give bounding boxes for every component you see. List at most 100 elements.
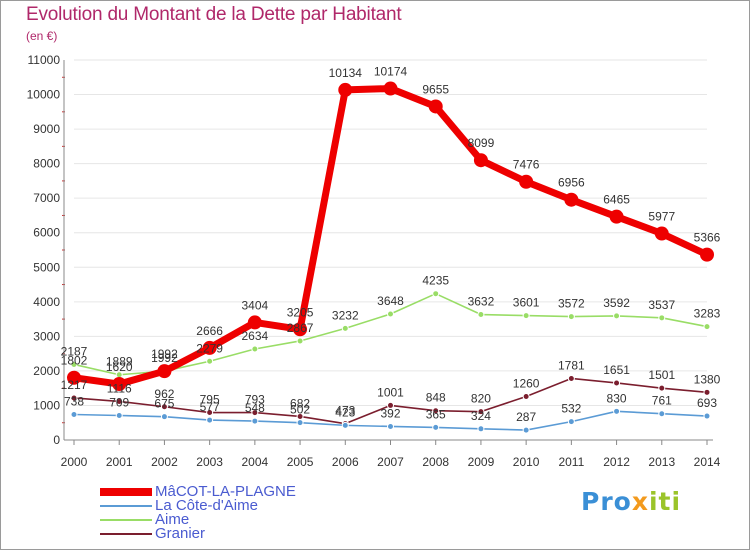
data-label: 795 xyxy=(200,393,220,407)
data-point xyxy=(432,423,440,431)
logo-part-2: x xyxy=(631,487,649,516)
data-point xyxy=(567,374,575,382)
data-label: 675 xyxy=(154,397,174,411)
data-point xyxy=(383,81,398,96)
x-tick-label: 2004 xyxy=(242,455,269,469)
data-label: 2279 xyxy=(196,341,223,355)
data-label: 548 xyxy=(245,401,265,415)
x-tick-label: 2000 xyxy=(61,455,88,469)
x-tick-label: 2011 xyxy=(558,455,584,469)
data-label: 3283 xyxy=(694,307,721,321)
data-label: 10134 xyxy=(329,66,363,80)
x-tick-label: 2002 xyxy=(151,455,178,469)
data-label: 365 xyxy=(426,407,446,421)
x-tick-label: 2007 xyxy=(377,455,404,469)
data-point xyxy=(206,357,214,365)
data-point xyxy=(341,421,349,429)
data-label: 502 xyxy=(290,403,310,417)
data-point xyxy=(654,226,669,241)
legend-swatch xyxy=(100,488,152,496)
data-point xyxy=(160,413,168,421)
data-label: 2187 xyxy=(61,344,88,358)
legend-label: MâCOT-LA-PLAGNE xyxy=(155,483,296,500)
chart-title: Evolution du Montant de la Dette par Hab… xyxy=(26,4,402,25)
data-point xyxy=(251,345,259,353)
x-tick-label: 2006 xyxy=(332,455,359,469)
legend-item: La Côte-d'Aime xyxy=(100,497,360,514)
data-point xyxy=(703,323,711,331)
data-label: 709 xyxy=(109,396,129,410)
data-point xyxy=(522,426,530,434)
data-label: 1501 xyxy=(648,368,675,382)
y-tick-label: 6000 xyxy=(33,226,60,240)
data-point xyxy=(428,99,443,114)
y-tick-label: 9000 xyxy=(33,122,60,136)
data-point xyxy=(519,174,534,189)
data-label: 577 xyxy=(200,400,220,414)
data-point xyxy=(432,290,440,298)
data-label: 3572 xyxy=(558,297,585,311)
data-label: 820 xyxy=(471,392,491,406)
data-label: 324 xyxy=(471,409,491,423)
data-label: 3632 xyxy=(468,295,495,309)
data-label: 738 xyxy=(64,395,84,409)
y-tick-label: 10000 xyxy=(27,88,61,102)
legend-label: Granier xyxy=(155,525,206,542)
data-label: 6956 xyxy=(558,176,585,190)
chart-subtitle: (en €) xyxy=(26,29,58,43)
data-label: 3592 xyxy=(603,296,630,310)
data-label: 962 xyxy=(154,387,174,401)
x-tick-label: 2005 xyxy=(287,455,314,469)
x-tick-label: 2008 xyxy=(422,455,449,469)
data-point xyxy=(703,412,711,420)
data-point xyxy=(432,407,440,415)
data-point xyxy=(564,192,579,207)
data-point xyxy=(658,410,666,418)
data-label: 1116 xyxy=(107,381,132,395)
data-point xyxy=(613,312,621,320)
data-point xyxy=(70,411,78,419)
data-point xyxy=(251,409,259,417)
data-label: 2634 xyxy=(242,329,269,343)
y-tick-label: 7000 xyxy=(33,191,60,205)
data-point xyxy=(387,310,394,318)
data-point xyxy=(157,364,172,379)
data-label: 1992 xyxy=(151,347,178,361)
x-tick-label: 2013 xyxy=(648,455,675,469)
data-label: 1781 xyxy=(558,358,585,372)
data-point xyxy=(112,377,127,392)
data-label: 3537 xyxy=(648,298,675,312)
data-point xyxy=(115,397,123,405)
data-label: 1217 xyxy=(61,378,88,392)
x-tick-label: 2001 xyxy=(106,455,133,469)
legend-item: Granier xyxy=(100,525,360,542)
legend-item: Aime xyxy=(100,511,360,528)
data-point xyxy=(567,313,575,321)
data-point xyxy=(206,416,214,424)
data-label: 4235 xyxy=(422,274,449,288)
proxiti-logo: Proxiti xyxy=(581,487,681,516)
x-tick-label: 2014 xyxy=(694,455,721,469)
data-point xyxy=(70,360,78,368)
data-point xyxy=(522,312,530,320)
data-label: 3648 xyxy=(377,294,404,308)
data-label: 6465 xyxy=(603,193,630,207)
data-label: 761 xyxy=(652,394,672,408)
data-label: 3601 xyxy=(513,296,540,310)
data-point xyxy=(338,82,353,97)
data-point xyxy=(700,247,714,262)
y-tick-label: 11000 xyxy=(28,53,61,67)
data-label: 7476 xyxy=(513,158,540,172)
x-tick-label: 2009 xyxy=(468,455,495,469)
data-label: 1992 xyxy=(151,351,178,365)
data-point xyxy=(293,322,308,337)
data-label: 3232 xyxy=(332,308,359,322)
data-label: 693 xyxy=(697,396,717,410)
data-point xyxy=(247,315,262,330)
data-point xyxy=(658,314,666,322)
data-point xyxy=(115,412,123,420)
legend-swatch xyxy=(100,533,152,535)
data-label: 2867 xyxy=(287,321,314,335)
legend-label: Aime xyxy=(155,511,190,528)
data-label: 793 xyxy=(245,393,265,407)
